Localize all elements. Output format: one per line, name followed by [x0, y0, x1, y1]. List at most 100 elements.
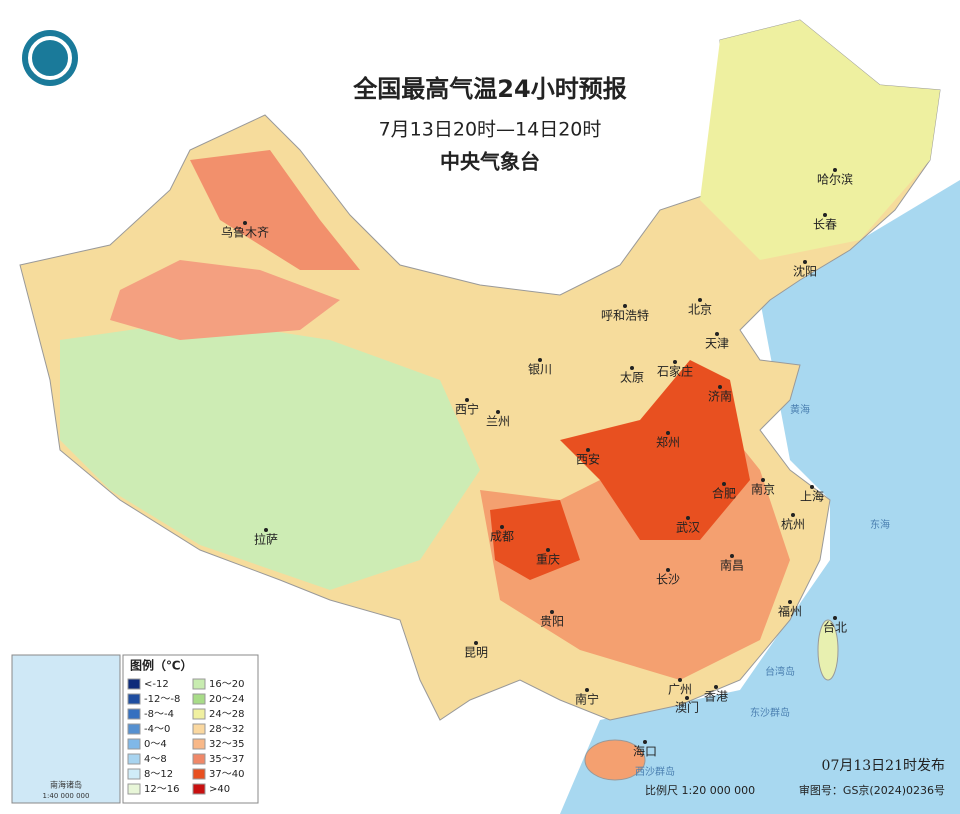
city-label: 上海 — [800, 489, 824, 504]
legend-swatch — [127, 753, 141, 765]
legend-title: 图例（℃） — [130, 658, 193, 673]
city-label: 贵阳 — [540, 615, 564, 629]
city-label: 南京 — [751, 482, 775, 497]
city-dot — [666, 568, 670, 572]
city-label: 长沙 — [656, 573, 680, 587]
legend-label: >40 — [209, 784, 230, 795]
plateau-zone — [60, 320, 480, 590]
city-label: 沈阳 — [793, 264, 817, 279]
legend-label: 28～32 — [209, 724, 244, 735]
city-label: 杭州 — [781, 517, 805, 532]
ocean — [560, 180, 960, 814]
city-dot — [673, 360, 677, 364]
city-label: 澳门 — [675, 700, 699, 715]
legend-swatch — [127, 708, 141, 720]
city-dot — [465, 398, 469, 402]
city-label: 呼和浩特 — [601, 308, 649, 323]
legend-swatch — [127, 678, 141, 690]
city-dot — [264, 528, 268, 532]
legend-label: 8～12 — [144, 769, 173, 780]
legend-label: 12～16 — [144, 784, 179, 795]
city-label: 石家庄 — [657, 364, 693, 379]
city-label: 西安 — [576, 452, 600, 467]
city-dot — [730, 554, 734, 558]
city-dot — [643, 740, 647, 744]
city-dot — [718, 385, 722, 389]
city-dot — [500, 525, 504, 529]
city-dot — [550, 610, 554, 614]
city-label: 太原 — [620, 370, 644, 385]
central-hot-zone — [560, 360, 750, 540]
city-dot — [761, 478, 765, 482]
city-dot — [803, 260, 807, 264]
city-label: 北京 — [688, 303, 712, 317]
title: 全国最高气温24小时预报 — [352, 75, 626, 103]
legend-label: 24～28 — [209, 709, 244, 720]
city-dot — [623, 304, 627, 308]
city-dot — [243, 221, 247, 225]
city-dot — [630, 366, 634, 370]
city-dot — [833, 168, 837, 172]
legend-items: <-12 -12～-8 -8～-4 -4～0 0～4 4～8 8～12 12～16 16～20 2… — [127, 678, 244, 795]
city-dot — [722, 482, 726, 486]
legend-label: -12～-8 — [144, 694, 180, 705]
city-dot — [698, 298, 702, 302]
city-label: 海口 — [633, 744, 657, 759]
city-label: 兰州 — [486, 415, 510, 429]
legend-swatch — [127, 768, 141, 780]
city-dot — [586, 448, 590, 452]
legend-swatch — [192, 723, 206, 735]
city-dot — [686, 516, 690, 520]
legend-swatch — [192, 738, 206, 750]
city-label: 昆明 — [464, 646, 488, 660]
inset-map — [11, 654, 121, 804]
city-label: 郑州 — [656, 435, 680, 450]
city-dot — [546, 548, 550, 552]
city-label: 哈尔滨 — [817, 172, 853, 187]
city-label: 西宁 — [455, 402, 479, 417]
inset-scale: 1:40 000 000 — [43, 792, 90, 800]
sichuan-hot-zone — [490, 500, 580, 580]
city-dot — [810, 485, 814, 489]
city-label: 合肥 — [712, 486, 736, 501]
legend-label: <-12 — [144, 679, 169, 690]
legend-label: 20～24 — [209, 694, 244, 705]
city-label: 济南 — [708, 389, 732, 404]
legend-swatch — [127, 783, 141, 795]
legend-label: 35～37 — [209, 754, 244, 765]
taiwan — [817, 619, 839, 681]
legend-swatch — [192, 753, 206, 765]
city-label: 香港 — [704, 690, 728, 704]
city-label: 南昌 — [720, 558, 744, 573]
legend-label: 32～35 — [209, 739, 244, 750]
city-label: 乌鲁木齐 — [221, 225, 269, 240]
legend-label: 0～4 — [144, 739, 167, 750]
city-label: 广州 — [668, 683, 692, 697]
legend-swatch — [127, 723, 141, 735]
city-dot — [833, 616, 837, 620]
city-label: 南宁 — [575, 692, 599, 707]
city-label: 拉萨 — [254, 532, 278, 547]
legend-label: -8～-4 — [144, 709, 174, 720]
logo-ring — [28, 36, 72, 80]
city-dot — [788, 600, 792, 604]
hainan — [584, 739, 646, 781]
inset-label: 南海诸岛 — [50, 780, 82, 790]
sea-label: 东海 — [870, 518, 890, 531]
legend-swatch — [192, 693, 206, 705]
city-dot — [538, 358, 542, 362]
northeast-zone — [700, 20, 940, 260]
scale: 比例尺 1:20 000 000 — [645, 783, 755, 797]
city-dot — [585, 688, 589, 692]
city-dot — [666, 431, 670, 435]
legend-swatch — [127, 738, 141, 750]
city-dot — [678, 678, 682, 682]
city-label: 成都 — [490, 530, 514, 544]
city-label: 台北 — [823, 620, 847, 635]
city-label: 银川 — [528, 363, 552, 377]
legend-swatch — [192, 708, 206, 720]
city-dot — [715, 332, 719, 336]
city-label: 重庆 — [536, 553, 560, 567]
sea-label: 台湾岛 — [765, 665, 795, 678]
